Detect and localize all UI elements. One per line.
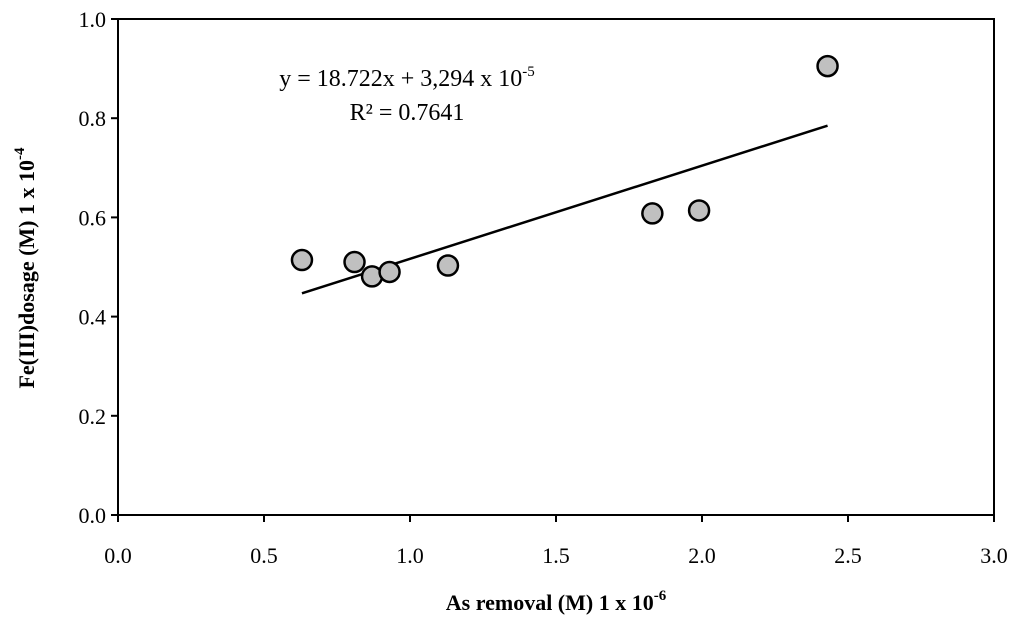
y-axis-ticks: 0.0 0.2 0.4 0.6 0.8 1.0 [79,7,118,528]
data-point [343,250,366,274]
x-tick-label: 2.0 [688,543,716,568]
y-tick-label: 1.0 [79,7,107,32]
data-points [290,54,839,288]
x-tick-label: 1.0 [396,543,424,568]
x-tick-label: 0.0 [104,543,132,568]
r-squared-label: R² = 0.7641 [350,100,465,126]
y-axis-title: Fe(III)dosage (M) 1 x 10-4 [12,147,39,389]
y-tick-label: 0.8 [79,106,107,131]
plot-area-frame [117,18,995,516]
data-point [436,254,460,277]
data-point [641,202,664,225]
y-tick-label: 0.4 [79,305,107,330]
y-tick-label: 0.0 [79,503,107,528]
data-point [687,199,711,222]
x-tick-label: 3.0 [980,543,1008,568]
x-tick-label: 2.5 [834,543,862,568]
x-axis-title: As removal (M) 1 x 10-6 [446,588,667,615]
trendline-equation: y = 18.722x + 3,294 x 10-5 [279,64,535,92]
x-tick-label: 1.5 [542,543,570,568]
data-point [378,260,401,284]
y-tick-label: 0.2 [79,404,107,429]
y-tick-label: 0.6 [79,205,107,230]
x-axis-ticks: 0.0 0.5 1.0 1.5 2.0 2.5 3.0 [104,515,1008,568]
data-point [816,54,839,78]
data-point [290,248,314,272]
x-tick-label: 0.5 [250,543,278,568]
